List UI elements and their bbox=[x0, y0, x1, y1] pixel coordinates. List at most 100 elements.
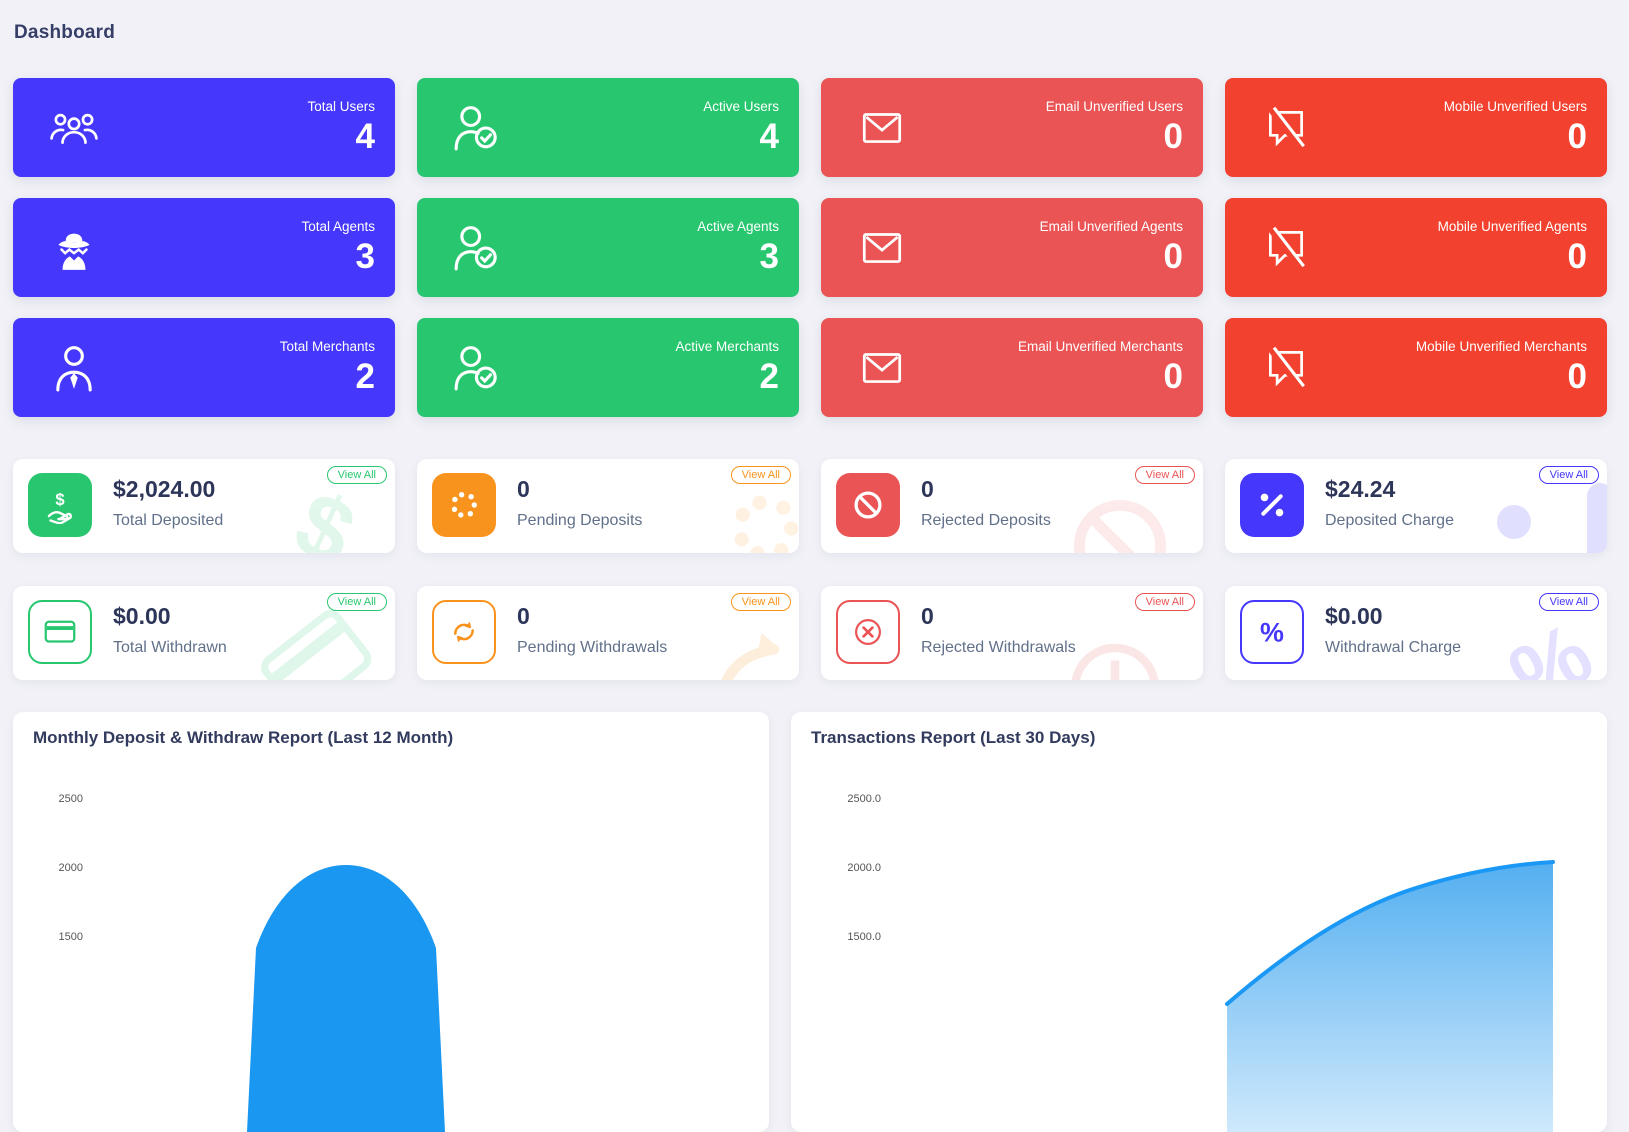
card-pending-deposits: 0 Pending Deposits View All bbox=[417, 459, 799, 553]
spinner-icon bbox=[432, 473, 496, 537]
envelope-icon bbox=[857, 103, 907, 153]
user-secret-icon bbox=[49, 223, 99, 273]
comment-slash-icon bbox=[1261, 343, 1311, 393]
stat-label: Active Agents bbox=[697, 219, 779, 234]
stat-label: Mobile Unverified Agents bbox=[1437, 219, 1587, 234]
view-all-button[interactable]: View All bbox=[730, 593, 791, 611]
stat-value: 3 bbox=[355, 237, 375, 276]
card-label: Deposited Charge bbox=[1325, 512, 1454, 529]
card-label: Pending Deposits bbox=[517, 512, 643, 529]
stat-card-mobile-unverified-merchants: Mobile Unverified Merchants 0 bbox=[1225, 318, 1607, 417]
envelope-icon bbox=[857, 223, 907, 273]
stat-label: Total Users bbox=[307, 99, 375, 114]
stat-value: 0 bbox=[1163, 237, 1183, 276]
stat-label: Mobile Unverified Users bbox=[1443, 99, 1587, 114]
card-label: Total Deposited bbox=[113, 512, 224, 529]
card-value: 0 bbox=[921, 476, 934, 502]
spinner-ghost-icon bbox=[718, 481, 799, 553]
stat-label: Active Merchants bbox=[675, 339, 779, 354]
hand-holding-dollar-icon: $ bbox=[28, 473, 92, 537]
card-rejected-withdrawals: 0 Rejected Withdrawals View All bbox=[821, 586, 1203, 680]
view-all-button[interactable]: View All bbox=[1538, 593, 1599, 611]
stat-value: 0 bbox=[1163, 117, 1183, 156]
comment-slash-icon bbox=[1261, 103, 1311, 153]
stat-value: 0 bbox=[1567, 117, 1587, 156]
user-check-icon bbox=[453, 343, 503, 393]
chart-title: Monthly Deposit & Withdraw Report (Last … bbox=[33, 728, 454, 747]
card-value: 0 bbox=[921, 603, 934, 629]
monthly-deposit-withdraw-chart: Monthly Deposit & Withdraw Report (Last … bbox=[13, 712, 769, 1132]
stat-card-email-unverified-agents: Email Unverified Agents 0 bbox=[821, 198, 1203, 297]
stat-card-grid: Total Users 4 Active Users 4 Email Unver… bbox=[13, 78, 1607, 417]
stat-card-mobile-unverified-agents: Mobile Unverified Agents 0 bbox=[1225, 198, 1607, 297]
stat-card-email-unverified-merchants: Email Unverified Merchants 0 bbox=[821, 318, 1203, 417]
chart-title: Transactions Report (Last 30 Days) bbox=[811, 728, 1096, 747]
percent-icon: % bbox=[1240, 600, 1304, 664]
stat-card-total-agents: Total Agents 3 bbox=[13, 198, 395, 297]
card-label: Total Withdrawn bbox=[113, 639, 227, 656]
view-all-button[interactable]: View All bbox=[326, 593, 387, 611]
ban-ghost-icon bbox=[1055, 481, 1185, 553]
stat-card-total-merchants: Total Merchants 2 bbox=[13, 318, 395, 417]
stat-card-total-users: Total Users 4 bbox=[13, 78, 395, 177]
card-deposited-charge: $24.24 Deposited Charge View All bbox=[1225, 459, 1607, 553]
view-all-button[interactable]: View All bbox=[1538, 466, 1599, 484]
stat-label: Mobile Unverified Merchants bbox=[1415, 339, 1587, 354]
stat-card-mobile-unverified-users: Mobile Unverified Users 0 bbox=[1225, 78, 1607, 177]
stat-label: Email Unverified Agents bbox=[1039, 219, 1183, 234]
area-series-transactions bbox=[1225, 860, 1555, 1132]
card-value: 0 bbox=[517, 476, 530, 502]
card-label: Rejected Deposits bbox=[921, 512, 1051, 529]
view-all-button[interactable]: View All bbox=[730, 466, 791, 484]
stat-label: Email Unverified Users bbox=[1045, 99, 1183, 114]
card-total-deposited: $ $ $2,024.00 Total Deposited View All bbox=[13, 459, 395, 553]
comment-slash-icon bbox=[1261, 223, 1311, 273]
envelope-icon bbox=[857, 343, 907, 393]
stat-value: 2 bbox=[759, 357, 779, 396]
view-all-button[interactable]: View All bbox=[326, 466, 387, 484]
stat-value: 2 bbox=[355, 357, 375, 396]
card-label: Rejected Withdrawals bbox=[921, 639, 1076, 656]
y-axis-tick: 2000 bbox=[58, 862, 83, 874]
bar-ghost-shape bbox=[1587, 483, 1607, 553]
percent-ghost-icon: % bbox=[1494, 604, 1607, 680]
view-all-button[interactable]: View All bbox=[1134, 593, 1195, 611]
card-value: $24.24 bbox=[1325, 476, 1396, 502]
stat-value: 3 bbox=[759, 237, 779, 276]
user-check-icon bbox=[453, 223, 503, 273]
stat-card-active-agents: Active Agents 3 bbox=[417, 198, 799, 297]
stat-label: Email Unverified Merchants bbox=[1017, 339, 1183, 354]
stat-label: Total Merchants bbox=[279, 339, 375, 354]
card-label: Pending Withdrawals bbox=[517, 639, 668, 656]
card-value: $0.00 bbox=[1325, 603, 1383, 629]
stat-label: Total Agents bbox=[301, 219, 375, 234]
area-series-deposited bbox=[247, 865, 445, 1132]
card-pending-withdrawals: 0 Pending Withdrawals View All bbox=[417, 586, 799, 680]
y-axis-tick: 2000.0 bbox=[847, 862, 881, 874]
card-total-withdrawn: $0.00 Total Withdrawn View All bbox=[13, 586, 395, 680]
card-value: $2,024.00 bbox=[113, 476, 216, 502]
svg-text:$: $ bbox=[55, 490, 64, 509]
stat-card-email-unverified-users: Email Unverified Users 0 bbox=[821, 78, 1203, 177]
percent-icon bbox=[1240, 473, 1304, 537]
stat-value: 4 bbox=[759, 117, 779, 156]
overview-card-grid: $ $ $2,024.00 Total Deposited View All bbox=[13, 459, 1607, 680]
stat-value: 4 bbox=[355, 117, 375, 156]
sync-icon bbox=[432, 600, 496, 664]
svg-text:%: % bbox=[1260, 618, 1284, 648]
dot-ghost-shape bbox=[1497, 505, 1531, 539]
page-title: Dashboard bbox=[14, 22, 116, 43]
transactions-report-chart: Transactions Report (Last 30 Days) 2500.… bbox=[791, 712, 1607, 1132]
user-check-icon bbox=[453, 103, 503, 153]
stat-value: 0 bbox=[1567, 357, 1587, 396]
card-value: $0.00 bbox=[113, 603, 171, 629]
users-icon bbox=[49, 103, 99, 153]
view-all-button[interactable]: View All bbox=[1134, 466, 1195, 484]
circle-xmark-icon bbox=[836, 600, 900, 664]
user-tie-icon bbox=[49, 343, 99, 393]
y-axis-tick: 2500 bbox=[58, 793, 83, 805]
card-withdrawal-charge: % % $0.00 Withdrawal Charge View All bbox=[1225, 586, 1607, 680]
stat-card-active-users: Active Users 4 bbox=[417, 78, 799, 177]
stat-value: 0 bbox=[1163, 357, 1183, 396]
stat-card-active-merchants: Active Merchants 2 bbox=[417, 318, 799, 417]
